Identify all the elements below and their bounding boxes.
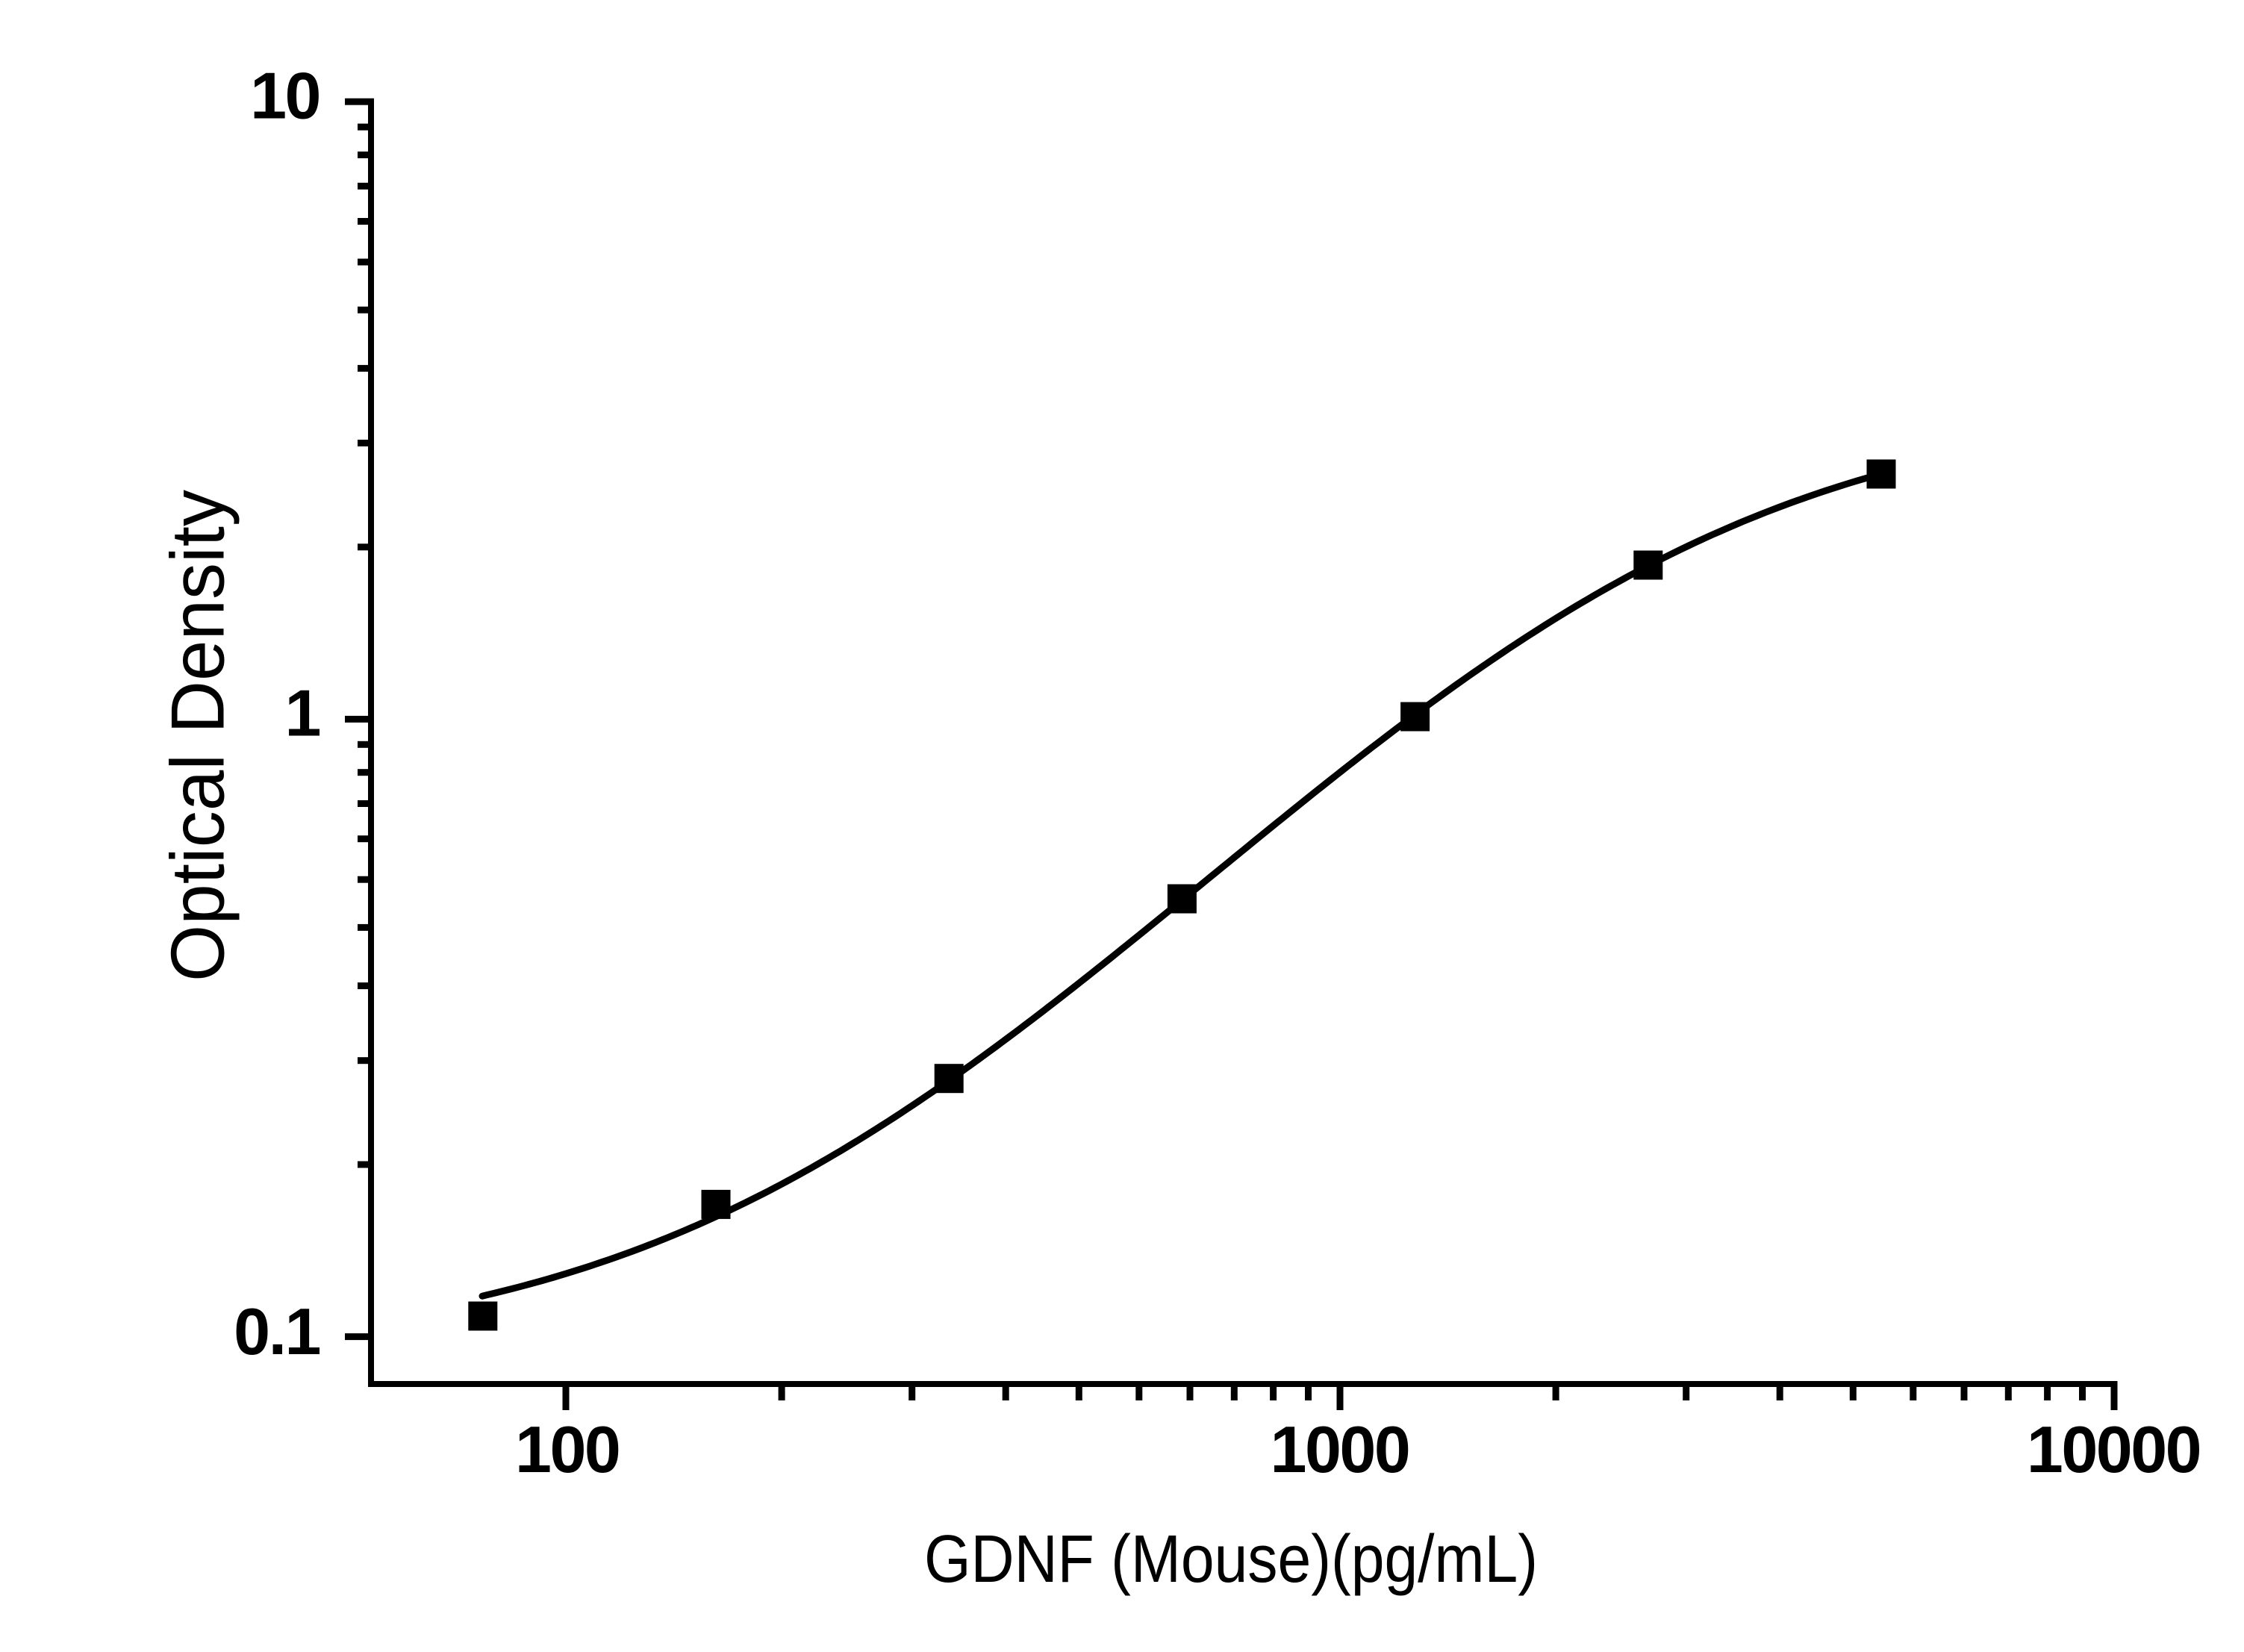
svg-text:10000: 10000 <box>2027 1412 2200 1486</box>
svg-text:100: 100 <box>515 1412 619 1486</box>
svg-text:GDNF (Mouse)(pg/mL): GDNF (Mouse)(pg/mL) <box>924 1522 1538 1597</box>
svg-text:0.1: 0.1 <box>234 1294 320 1368</box>
svg-text:Optical Density: Optical Density <box>157 490 240 982</box>
svg-text:1: 1 <box>285 676 320 749</box>
svg-text:1000: 1000 <box>1271 1412 1409 1486</box>
svg-text:10: 10 <box>250 59 320 133</box>
